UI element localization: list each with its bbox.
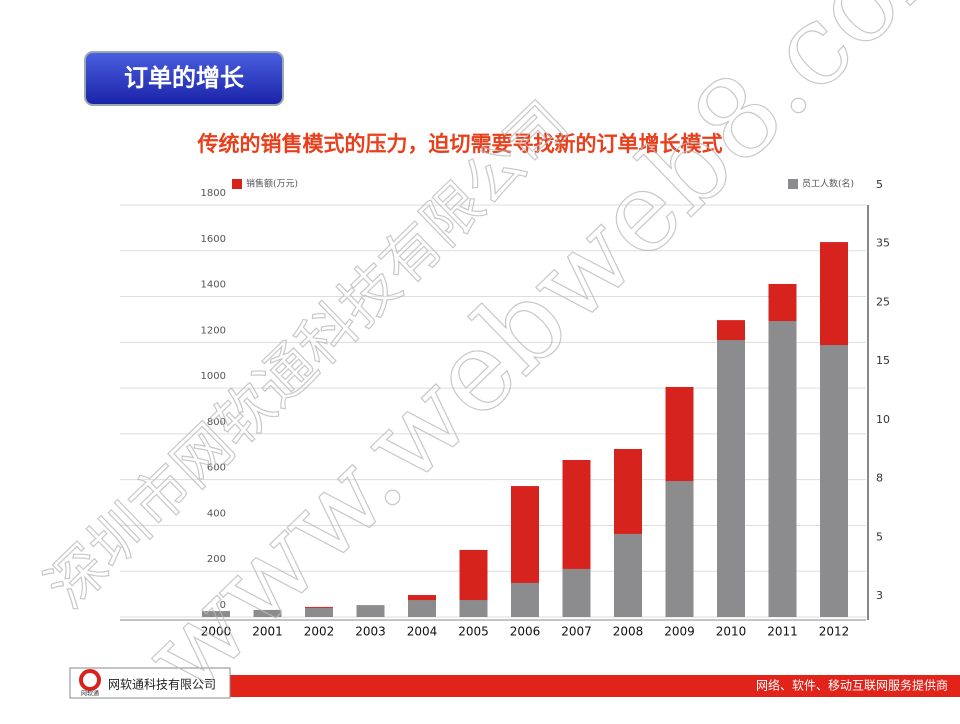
- y-tick-label: 800: [207, 417, 226, 428]
- footer-company: 网软通科技有限公司: [108, 678, 216, 692]
- x-tick-label: 2011: [767, 625, 798, 639]
- logo-text: 网软通: [81, 690, 99, 698]
- y-tick-label: 1200: [201, 325, 226, 336]
- bar: [614, 533, 642, 617]
- y2-tick-label: 10: [876, 413, 890, 426]
- y-tick-label: 1800: [201, 188, 226, 199]
- y-tick-label: 1600: [201, 234, 226, 245]
- bar: [459, 600, 488, 617]
- logo-icon: [79, 669, 101, 691]
- x-tick-label: 2007: [561, 625, 592, 639]
- subtitle: 传统的销售模式的压力，迫切需要寻找新的订单增长模式: [197, 132, 723, 156]
- x-tick-label: 2008: [613, 625, 644, 639]
- bar: [511, 582, 539, 617]
- x-tick-label: 2006: [510, 625, 541, 639]
- legend-label: 员工人数(名): [802, 178, 854, 190]
- footer-slogan: 网络、软件、移动互联网服务提供商: [756, 678, 948, 693]
- y2-tick-label: 3: [876, 589, 883, 602]
- bar: [356, 605, 385, 617]
- y-tick-label: 400: [207, 508, 226, 519]
- x-tick-label: 2004: [407, 625, 438, 639]
- bar: [768, 321, 797, 617]
- y-tick-label: 600: [207, 463, 226, 474]
- y2-tick-label: 8: [876, 472, 883, 485]
- legend-label: 销售额(万元): [246, 178, 298, 190]
- slide-title: 订单的增长: [124, 64, 245, 92]
- footer-bar: [230, 675, 960, 697]
- y2-tick-label: 5: [876, 178, 883, 191]
- x-tick-label: 2009: [664, 625, 695, 639]
- bar: [562, 568, 591, 617]
- x-tick-label: 2003: [355, 625, 386, 639]
- y2-tick-label: 5: [876, 530, 883, 543]
- bar: [202, 611, 230, 617]
- bar: [253, 609, 282, 617]
- y-tick-label: 200: [207, 554, 226, 565]
- y-tick-label: 1400: [201, 280, 226, 291]
- y2-tick-label: 35: [876, 237, 890, 250]
- x-tick-label: 2002: [304, 625, 335, 639]
- chart: 0200400600800100012001400160018005352515…: [120, 178, 890, 639]
- x-tick-label: 2010: [716, 625, 747, 639]
- y-tick-label: 1000: [201, 371, 226, 382]
- legend-swatch: [232, 179, 242, 189]
- y2-tick-label: 25: [876, 295, 890, 308]
- x-tick-label: 2001: [252, 625, 283, 639]
- x-tick-label: 2005: [458, 625, 489, 639]
- y-tick-label: 0: [220, 600, 226, 611]
- x-tick-label: 2000: [201, 625, 232, 639]
- y2-tick-label: 15: [876, 354, 890, 367]
- bar: [305, 607, 333, 617]
- bar: [408, 600, 436, 617]
- bar: [717, 340, 745, 617]
- x-tick-label: 2012: [819, 625, 850, 639]
- bar: [820, 345, 848, 617]
- bar: [665, 481, 694, 617]
- legend-swatch: [788, 179, 798, 189]
- title-box: [84, 51, 284, 106]
